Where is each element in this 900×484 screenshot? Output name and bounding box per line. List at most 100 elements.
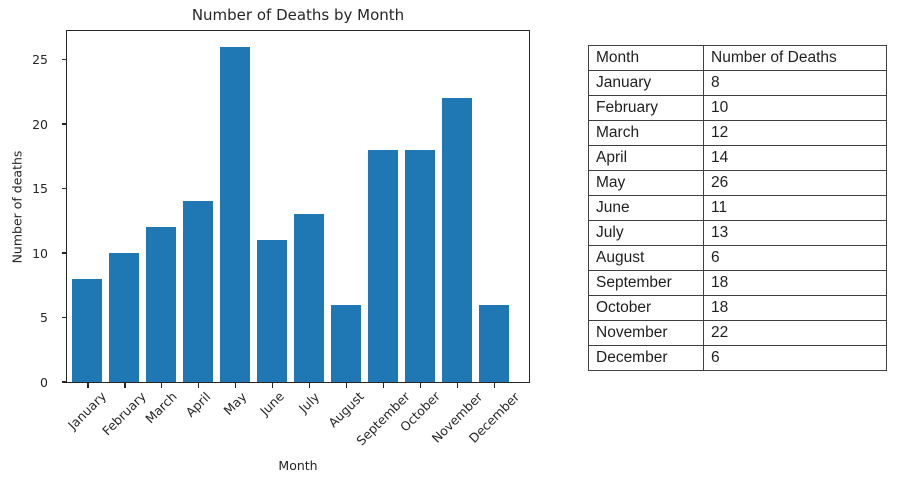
bar-slot: [106, 31, 143, 382]
deaths-cell: 10: [703, 95, 887, 121]
table-row-august: August 6: [588, 245, 887, 271]
y-tick-mark: [61, 187, 66, 190]
bar-april: [183, 201, 214, 382]
bars-layer: [67, 31, 528, 382]
table-row-november: November 22: [588, 320, 887, 346]
table-header-row: Month Number of Deaths: [588, 45, 887, 71]
month-cell: October: [588, 295, 704, 321]
bar-july: [293, 214, 324, 382]
deaths-cell: 14: [703, 145, 887, 171]
bar-october: [404, 149, 435, 382]
x-tick-slot: January: [65, 383, 110, 463]
bar-november: [441, 98, 472, 382]
month-cell: December: [588, 345, 704, 371]
table-header-deaths: Number of Deaths: [703, 45, 887, 71]
x-tick-mark: [198, 383, 200, 388]
y-tick-label-5: 5: [40, 310, 48, 326]
x-tick-slot: August: [325, 383, 367, 463]
y-tick-mark: [61, 252, 66, 254]
x-tick-slot: May: [217, 383, 254, 463]
x-axis-ticks: January February March April May June July Augu…: [65, 383, 528, 463]
y-tick-mark: [61, 123, 66, 125]
bar-slot: [291, 31, 328, 382]
bar-may: [220, 46, 251, 382]
x-tick-label-july: July: [295, 388, 323, 416]
bar-slot: [254, 31, 291, 382]
month-cell: January: [588, 70, 704, 96]
x-tick-slot: December: [465, 383, 522, 463]
x-tick-slot: July: [291, 383, 328, 463]
y-axis-ticks: 0 5 10 15 20 25: [0, 31, 67, 390]
y-tick-label-0: 0: [40, 375, 48, 390]
table-row-april: April 14: [588, 145, 887, 171]
y-tick-label-10: 10: [32, 245, 48, 261]
y-tick-label-25: 25: [32, 52, 48, 68]
bar-slot: [475, 31, 512, 382]
bar-slot: [69, 31, 106, 382]
deaths-cell: 13: [703, 220, 887, 246]
x-tick-mark: [272, 383, 274, 388]
table-header-month: Month: [588, 45, 704, 71]
x-tick-mark: [456, 383, 458, 388]
deaths-cell: 26: [703, 170, 887, 196]
bar-february: [109, 252, 140, 382]
month-cell: June: [588, 195, 704, 221]
bar-slot: [438, 31, 475, 382]
bar-slot: [217, 31, 254, 382]
month-cell: November: [588, 320, 704, 346]
month-cell: February: [588, 95, 704, 121]
y-axis-title: Number of deaths: [9, 150, 25, 264]
table-row-december: December 6: [588, 345, 887, 371]
deaths-cell: 12: [703, 120, 887, 146]
chart-title: Number of Deaths by Month: [191, 6, 405, 24]
x-tick-slot: April: [180, 383, 217, 463]
deaths-cell: 22: [703, 320, 887, 346]
x-tick-mark: [493, 383, 495, 388]
x-tick-label-march: March: [142, 388, 181, 427]
table-row-may: May 26: [588, 170, 887, 196]
x-tick-slot: November: [428, 383, 485, 463]
x-tick-label-april: April: [182, 389, 214, 420]
bar-slot: [364, 31, 401, 382]
table-row-january: January 8: [588, 70, 887, 96]
x-axis-title: Month: [278, 458, 318, 473]
bar-slot: [401, 31, 438, 382]
deaths-cell: 6: [703, 345, 887, 371]
x-tick-slot: September: [353, 383, 413, 463]
x-tick-slot: February: [99, 383, 149, 463]
table-row-october: October 18: [588, 295, 887, 321]
deaths-cell: 6: [703, 245, 887, 271]
deaths-table: Month Number of Deaths January 8 February 1…: [588, 45, 887, 371]
x-tick-mark: [419, 383, 421, 388]
table-row-september: September 18: [588, 270, 887, 296]
month-cell: July: [588, 220, 704, 246]
bar-september: [367, 149, 398, 382]
x-tick-mark: [124, 383, 126, 388]
x-tick-label-june: June: [257, 388, 287, 419]
table-row-february: February 10: [588, 95, 887, 121]
x-tick-label-february: February: [99, 388, 150, 439]
x-tick-mark: [308, 383, 311, 388]
table-row-march: March 12: [588, 120, 887, 146]
bar-chart-figure: Number of Deaths by Month 0 5 10 15 20 25 Jan…: [0, 6, 530, 473]
x-tick-mark: [382, 383, 385, 388]
x-tick-label-august: August: [325, 389, 367, 431]
x-tick-slot: June: [254, 383, 291, 463]
month-cell: August: [588, 245, 704, 271]
table-row-july: July 13: [588, 220, 887, 246]
deaths-cell: 11: [703, 195, 887, 221]
bar-march: [146, 227, 177, 382]
month-cell: May: [588, 170, 704, 196]
bar-slot: [143, 31, 180, 382]
y-tick-label-20: 20: [32, 116, 48, 132]
deaths-cell: 18: [703, 295, 887, 321]
x-tick-mark: [345, 383, 348, 388]
y-tick-label-15: 15: [32, 181, 48, 197]
deaths-cell: 18: [703, 270, 887, 296]
deaths-cell: 8: [703, 70, 887, 96]
bar-december: [478, 304, 509, 382]
x-tick-mark: [161, 383, 163, 388]
x-tick-slot: March: [143, 383, 180, 463]
table-row-june: June 11: [588, 195, 887, 221]
